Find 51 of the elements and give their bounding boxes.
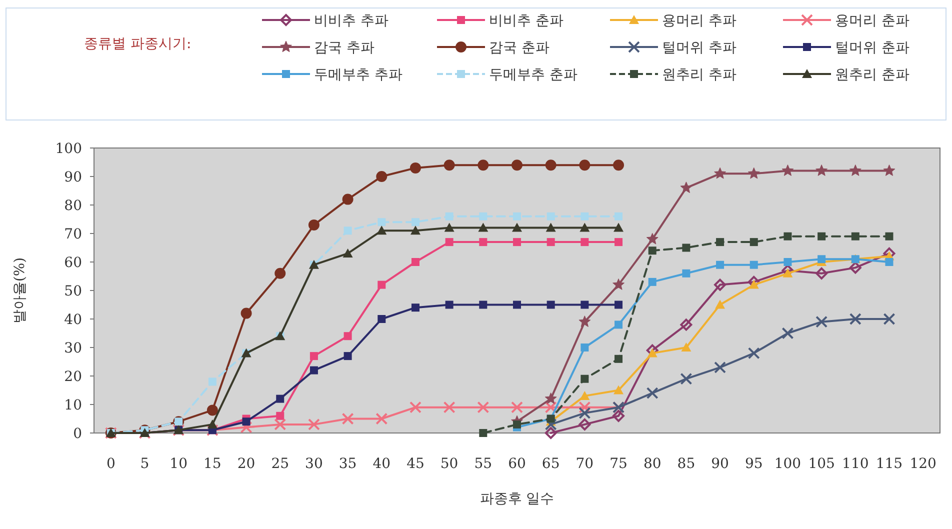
x-tick-label: 120 [910,456,936,472]
y-tick-label: 90 [64,170,82,186]
legend-label: 비비추 추파 [314,13,388,29]
x-tick-label: 50 [440,456,458,472]
x-tick-label: 110 [842,456,869,472]
x-tick-label: 95 [744,456,763,472]
x-tick-label: 35 [338,456,357,472]
legend-label: 두메부추 추파 [314,67,402,83]
legend-label: 털머위 춘파 [835,40,910,56]
x-tick-label: 80 [643,456,662,472]
legend-label: 털머위 추파 [662,40,736,56]
legend-label: 용머리 춘파 [835,13,910,29]
x-tick-label: 10 [170,456,188,472]
y-tick-label: 60 [64,255,82,271]
x-tick-label: 20 [237,456,256,472]
x-tick-label: 60 [508,456,526,472]
x-tick-label: 115 [876,456,903,472]
x-tick-label: 70 [576,456,594,472]
y-tick-label: 40 [64,312,82,328]
y-axis-title: 발아율(%) [12,257,28,324]
y-tick-label: 80 [64,198,82,214]
legend-label: 원추리 춘파 [835,67,910,83]
legend-label: 감국 추파 [314,40,374,56]
x-tick-label: 65 [542,456,560,472]
y-tick-label: 30 [64,340,82,356]
x-tick-label: 85 [677,456,696,472]
y-tick-label: 20 [64,369,82,385]
x-tick-label: 105 [808,456,835,472]
y-tick-label: 70 [64,226,82,242]
y-tick-label: 0 [73,426,82,442]
legend-label: 원추리 추파 [662,67,736,83]
legend-title: 종류별 파종시기: [84,36,192,52]
x-tick-label: 55 [474,456,492,472]
y-tick-label: 50 [64,284,82,300]
x-tick-label: 0 [106,456,116,472]
x-tick-label: 40 [372,456,391,472]
x-tick-label: 100 [774,456,802,472]
legend-label: 두메부추 춘파 [489,67,578,83]
x-tick-label: 15 [204,456,222,472]
x-tick-label: 30 [305,456,323,472]
legend-label: 용머리 추파 [662,13,736,29]
x-tick-label: 5 [140,456,150,472]
x-tick-label: 45 [406,456,424,472]
y-tick-label: 10 [64,398,82,414]
x-tick-label: 25 [271,456,290,472]
y-tick-label: 100 [55,141,82,157]
legend-label: 비비추 춘파 [489,13,564,29]
x-axis-title: 파종후 일수 [480,491,554,507]
legend-label: 감국 춘파 [489,40,550,56]
x-tick-label: 75 [610,456,628,472]
x-tick-label: 90 [711,456,729,472]
